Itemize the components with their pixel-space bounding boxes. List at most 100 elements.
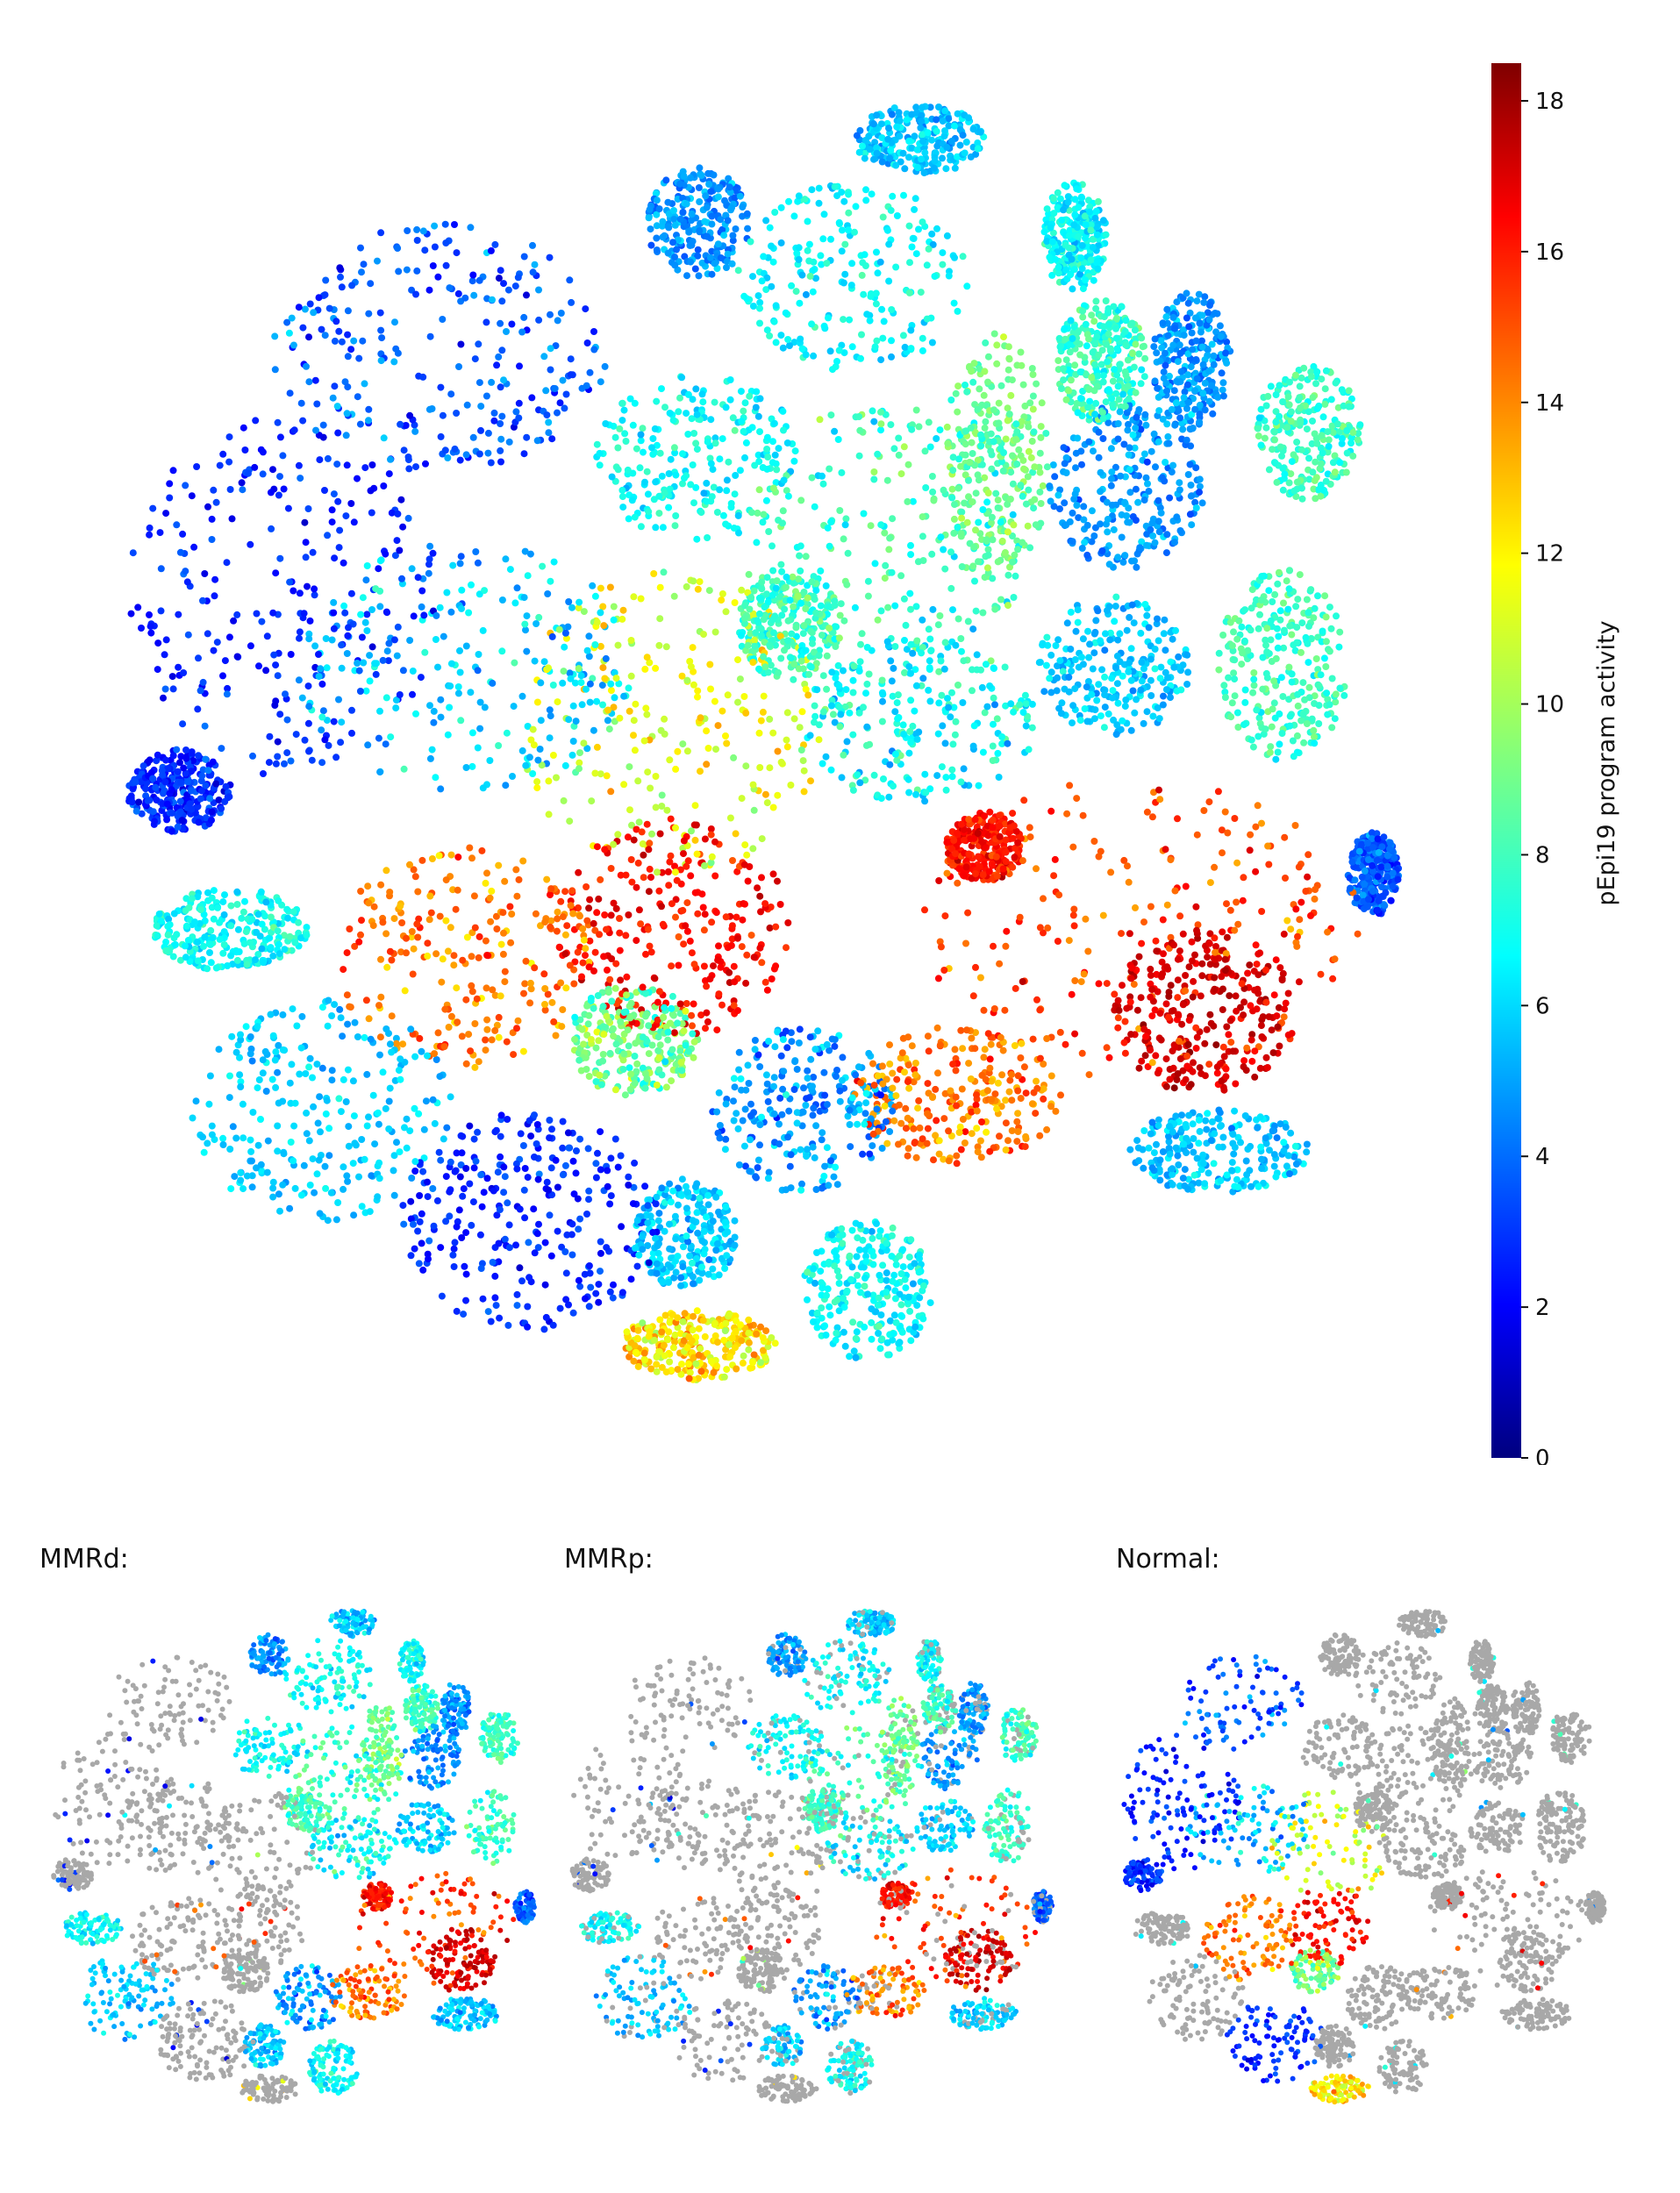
cell-point — [420, 1125, 428, 1133]
cell-point — [739, 916, 747, 924]
cell-point — [1194, 921, 1202, 929]
cell-point — [522, 626, 529, 634]
cell-point — [984, 353, 992, 361]
cell-point — [1052, 1107, 1060, 1115]
cell-point — [848, 1094, 856, 1102]
cell-point — [513, 892, 521, 900]
cell-point — [690, 430, 698, 437]
cell-point — [1286, 622, 1294, 630]
cell-point — [492, 912, 500, 920]
cell-point — [146, 611, 153, 618]
cell-point — [1121, 1018, 1129, 1025]
cell-point — [713, 509, 721, 516]
cell-point — [635, 1251, 643, 1259]
cell-point — [575, 604, 583, 611]
cell-point — [325, 1125, 333, 1132]
cell-point — [344, 307, 352, 315]
cell-point — [318, 680, 326, 688]
cell-point — [1065, 937, 1073, 945]
cell-point — [1025, 423, 1033, 431]
cell-point — [658, 791, 666, 799]
cell-point — [838, 247, 846, 255]
cell-point — [1086, 203, 1094, 211]
cell-point — [1164, 1013, 1172, 1021]
cell-point — [1162, 1082, 1170, 1090]
cell-point — [696, 164, 704, 172]
cell-point — [684, 390, 692, 398]
cell-point — [1157, 663, 1165, 671]
cell-point — [610, 899, 618, 907]
cell-point — [292, 731, 300, 739]
cell-point — [1099, 372, 1107, 380]
cell-point — [503, 729, 511, 737]
cell-point — [524, 723, 532, 730]
cell-point — [208, 1122, 216, 1130]
cell-point — [385, 1125, 393, 1132]
cell-point — [726, 376, 734, 383]
cell-point — [1243, 1044, 1251, 1052]
cell-point — [984, 546, 992, 554]
cell-point — [891, 602, 899, 610]
cell-point — [1253, 961, 1261, 968]
cell-point — [719, 511, 727, 519]
cell-point — [1157, 337, 1165, 345]
cell-point — [893, 728, 901, 736]
cell-point — [1176, 479, 1183, 487]
cell-point — [274, 1068, 282, 1076]
cell-point — [807, 1055, 815, 1063]
cell-point — [815, 721, 823, 729]
cell-point — [311, 1189, 318, 1197]
cell-point — [239, 424, 247, 432]
cell-point — [247, 1136, 254, 1144]
cell-point — [938, 691, 946, 699]
cell-point — [418, 1047, 425, 1055]
cell-point — [529, 725, 537, 733]
cell-point — [709, 1218, 717, 1225]
cell-point — [683, 582, 690, 590]
cell-point — [989, 575, 997, 582]
cell-point — [886, 1041, 893, 1049]
cell-point — [379, 656, 387, 664]
cell-point — [468, 1221, 475, 1229]
cell-point — [877, 420, 885, 428]
cell-point — [397, 1075, 404, 1083]
cell-point — [365, 1113, 372, 1121]
cell-point — [1311, 604, 1319, 612]
cell-point — [337, 1014, 345, 1022]
cell-point — [670, 1274, 678, 1282]
cell-point — [981, 424, 989, 432]
cell-point — [1321, 385, 1329, 393]
cell-point — [418, 1239, 425, 1247]
cell-point — [874, 269, 882, 277]
cell-point — [943, 232, 951, 239]
cell-point — [251, 463, 259, 471]
cell-point — [160, 694, 167, 702]
cell-point — [585, 1303, 593, 1311]
cell-point — [984, 489, 992, 496]
cell-point — [321, 291, 329, 299]
cell-point — [1317, 970, 1325, 978]
cell-point — [602, 654, 610, 662]
cell-point — [904, 497, 911, 505]
cell-point — [683, 927, 691, 935]
cell-point — [531, 261, 539, 268]
cell-point — [1174, 994, 1182, 1002]
cell-point — [941, 639, 949, 646]
cell-point — [952, 1093, 960, 1101]
cell-point — [870, 418, 878, 425]
cell-point — [1274, 580, 1282, 588]
cell-point — [1246, 961, 1254, 969]
cell-point — [1164, 332, 1172, 339]
cell-point — [495, 1013, 503, 1021]
cell-point — [403, 949, 410, 957]
cell-point — [211, 592, 218, 600]
cell-point — [411, 873, 419, 881]
cell-point — [776, 594, 783, 602]
cell-point — [811, 1154, 819, 1161]
cell-point — [1348, 439, 1355, 447]
cell-point — [880, 318, 888, 325]
cell-point — [466, 1122, 474, 1130]
cell-point — [801, 196, 809, 204]
cell-point — [882, 561, 890, 569]
cell-point — [824, 524, 832, 532]
